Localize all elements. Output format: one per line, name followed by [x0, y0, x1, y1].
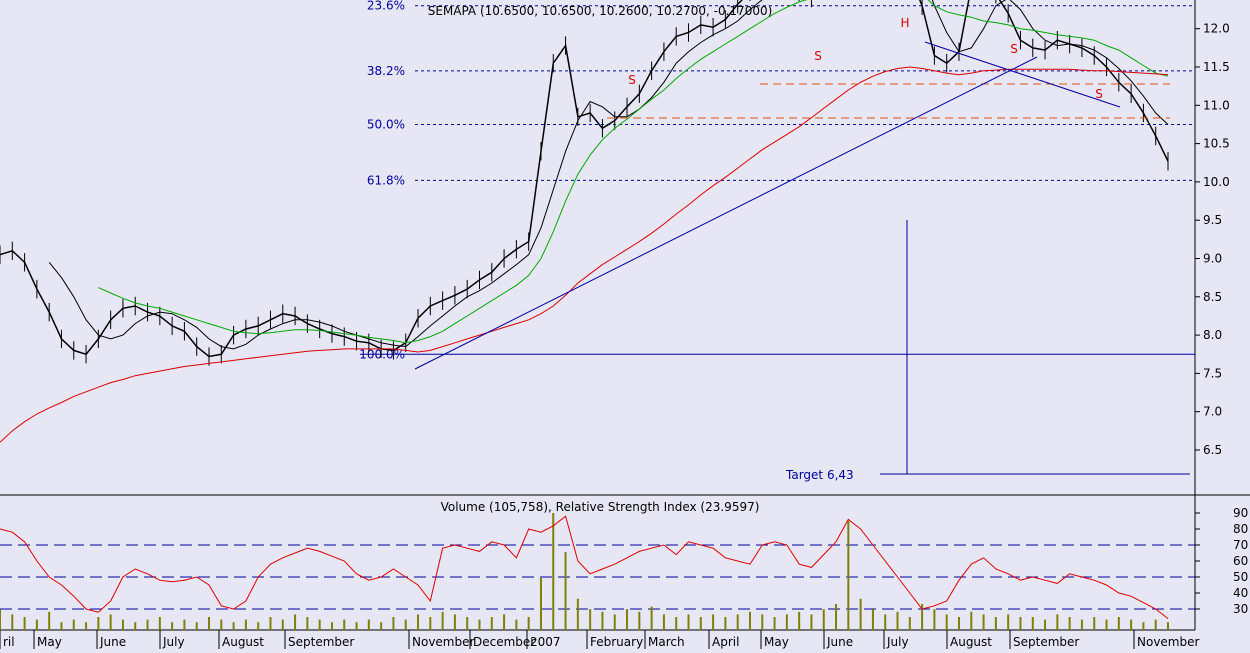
price-tick-label: 11.5	[1203, 60, 1230, 74]
price-tick-label: 10.0	[1203, 175, 1230, 189]
pattern-label: H	[900, 16, 909, 30]
rsi-y-ticks: 90 80 70 60 50 40 30	[1195, 506, 1248, 616]
x-tick-label: July	[886, 635, 909, 649]
x-tick-label: November	[1137, 635, 1199, 649]
plot-background	[0, 0, 1195, 649]
price-tick-label: 8.5	[1203, 290, 1222, 304]
indicator-title: Volume (105,758), Relative Strength Inde…	[441, 500, 760, 514]
rsi-tick-label: 40	[1233, 586, 1248, 600]
x-tick-label: April	[712, 635, 739, 649]
price-chart-title: SEMAPA (10.6500, 10.6500, 10.2600, 10.27…	[428, 4, 773, 18]
annotations: S S H S S Target 6,43	[414, 16, 1190, 482]
rsi-tick-label: 70	[1233, 538, 1248, 552]
x-tick-label: December	[473, 635, 535, 649]
price-tick-label: 11.0	[1203, 98, 1230, 112]
x-tick-label: September	[288, 635, 354, 649]
rsi-series	[0, 515, 1169, 619]
x-tick-label: May	[37, 635, 62, 649]
price-tick-label: 10.5	[1203, 137, 1230, 151]
x-tick-label: 2007	[530, 635, 561, 649]
price-tick-label: 6.5	[1203, 443, 1222, 457]
x-tick-label: February	[590, 635, 643, 649]
y-axis-background	[1195, 0, 1250, 649]
x-tick-label: June	[826, 635, 853, 649]
x-tick-label: ril	[3, 635, 15, 649]
series-ma_medium	[98, 0, 1169, 344]
fibonacci-levels: 0.0%23.6%38.2%50.0%61.8%100.0%	[359, 0, 1195, 361]
x-axis-labels: ril May June July August September NovemberDec…	[0, 630, 1199, 649]
price-tick-label: 7.5	[1203, 366, 1222, 380]
series-ma_long	[0, 66, 1169, 443]
x-tick-label: September	[1013, 635, 1079, 649]
x-tick-label: July	[162, 635, 185, 649]
price-tick-label: 9.0	[1203, 252, 1222, 266]
series-price	[0, 0, 1169, 358]
x-tick-label: November	[412, 635, 474, 649]
price-tick-label: 12.0	[1203, 22, 1230, 36]
pattern-label: S	[628, 73, 636, 87]
rsi-tick-label: 30	[1233, 602, 1248, 616]
price-y-ticks: 14.514.013.513.012.512.011.511.010.510.0…	[1195, 22, 1230, 457]
pattern-label: S	[1095, 87, 1103, 101]
rsi-reference-lines	[0, 544, 1195, 610]
price-tick-label: 8.0	[1203, 328, 1222, 342]
x-tick-label: August	[950, 635, 992, 649]
fib-level-label: 38.2%	[367, 64, 405, 78]
rsi-tick-label: 90	[1233, 506, 1248, 520]
trendline-up	[414, 56, 1038, 370]
price-tick-label: 7.0	[1203, 405, 1222, 419]
trendline-down	[924, 41, 1121, 108]
series-ma_short	[48, 0, 1169, 350]
x-tick-label: August	[222, 635, 264, 649]
volume-bars	[0, 513, 1169, 630]
x-tick-label: May	[764, 635, 789, 649]
x-tick-label: June	[99, 635, 126, 649]
price-tick-label: 9.5	[1203, 213, 1222, 227]
price-series	[0, 0, 1169, 443]
rsi-tick-label: 60	[1233, 554, 1248, 568]
x-tick-label: March	[648, 635, 685, 649]
fib-level-label: 61.8%	[367, 173, 405, 187]
fib-level-label: 50.0%	[367, 117, 405, 131]
series-rsi	[0, 515, 1169, 619]
fib-level-label: 23.6%	[367, 0, 405, 13]
rsi-tick-label: 80	[1233, 522, 1248, 536]
target-label: Target 6,43	[785, 468, 854, 482]
pattern-label: S	[814, 49, 822, 63]
rsi-tick-label: 50	[1233, 570, 1248, 584]
pattern-label: S	[1010, 42, 1018, 56]
